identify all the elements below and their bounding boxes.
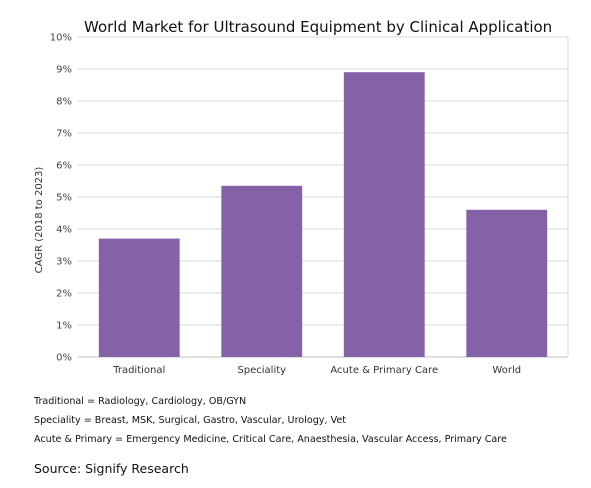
y-tick-label: 2%: [56, 289, 72, 300]
y-tick-label: 8%: [56, 97, 72, 108]
chart-title: World Market for Ultrasound Equipment by…: [84, 18, 552, 36]
category-label: Acute & Primary Care: [330, 365, 438, 376]
bar-traditional: [98, 238, 180, 357]
category-label: Traditional: [112, 365, 165, 376]
footnote-traditional: Traditional = Radiology, Cardiology, OB/…: [34, 396, 247, 407]
y-tick-label: 3%: [56, 257, 72, 268]
y-tick-label: 6%: [56, 161, 72, 172]
category-label: Speciality: [237, 365, 286, 376]
category-label: World: [492, 365, 521, 376]
footnotes: Traditional = Radiology, Cardiology, OB/…: [34, 392, 507, 449]
category-labels: Traditional Speciality Acute & Primary Car…: [112, 365, 521, 376]
bar-speciality: [221, 185, 303, 357]
y-tick-label: 10%: [50, 33, 72, 44]
y-tick-labels: 0% 1% 2% 3% 4% 5% 6% 7% 8% 9% 10%: [50, 33, 72, 364]
y-tick-label: 7%: [56, 129, 72, 140]
y-axis-label: CAGR (2018 to 2023): [34, 167, 45, 274]
chart: World Market for Ultrasound Equipment by…: [34, 18, 569, 376]
y-tick-label: 5%: [56, 193, 72, 204]
y-tick-label: 1%: [56, 321, 72, 332]
bar-acute-primary-care: [343, 72, 425, 357]
bar-world: [466, 209, 548, 357]
footnote-speciality: Speciality = Breast, MSK, Surgical, Gast…: [34, 415, 347, 426]
y-tick-label: 4%: [56, 225, 72, 236]
source-note: Source: Signify Research: [34, 461, 189, 476]
bars: [98, 72, 548, 357]
y-tick-label: 9%: [56, 65, 72, 76]
footnote-acute-primary: Acute & Primary = Emergency Medicine, Cr…: [34, 434, 507, 445]
y-tick-label: 0%: [56, 353, 72, 364]
